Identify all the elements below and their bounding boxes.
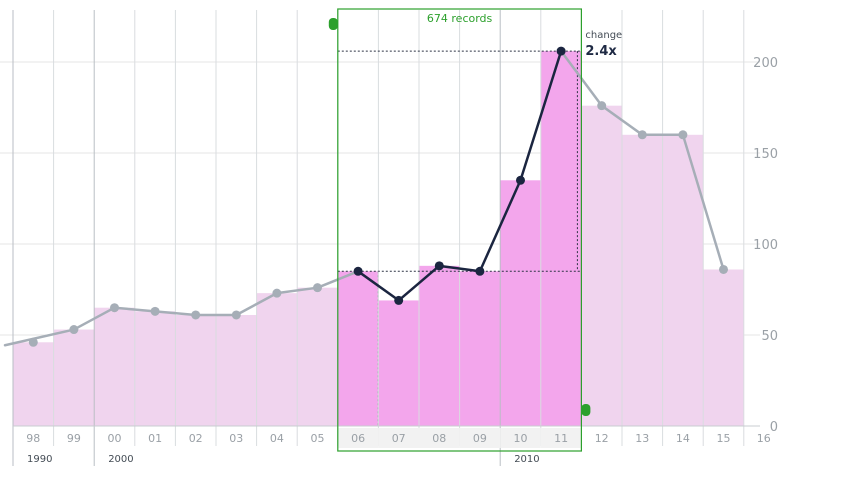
trend-segment: [275, 286, 319, 295]
decade-label: 2010: [514, 454, 539, 465]
bar: [622, 134, 663, 427]
x-tick-label: 03: [229, 432, 243, 445]
bar: [540, 51, 582, 427]
data-point: [678, 130, 688, 140]
trend-segment: [356, 270, 400, 302]
x-tick-cell: [337, 428, 379, 448]
bar: [703, 269, 744, 426]
trend-segment: [397, 264, 441, 302]
x-tick-label: 05: [311, 432, 325, 445]
bar: [419, 265, 460, 426]
x-tick-cell: [500, 428, 541, 448]
x-tick-label: 00: [108, 432, 122, 445]
x-tick-label: 15: [717, 432, 731, 445]
data-point: [353, 266, 363, 276]
data-point: [597, 101, 607, 111]
bar: [175, 314, 216, 426]
x-tick-label: 12: [595, 432, 609, 445]
data-point: [28, 337, 38, 347]
y-tick-label: 50: [761, 329, 778, 344]
data-point: [150, 306, 160, 316]
data-point: [272, 288, 282, 298]
data-point: [556, 46, 566, 56]
change-value: 2.4x: [585, 44, 617, 59]
bar: [94, 307, 135, 426]
bar: [581, 105, 622, 427]
trend-segment: [3, 328, 76, 347]
change-label: change: [585, 30, 622, 41]
x-tick-cell: [419, 428, 460, 448]
bar: [13, 342, 54, 426]
trend-line: [3, 46, 728, 347]
data-point: [516, 175, 525, 185]
trend-segment: [600, 104, 644, 137]
axes: 0 50 100 150 200 98 99 00 01 02 03 04 05 06 07 08 09 10 11…: [13, 56, 778, 465]
x-tick-label: 10: [514, 432, 528, 445]
bar: [134, 311, 176, 426]
data-point: [110, 303, 119, 313]
trend-segment: [478, 179, 522, 273]
selection-records-label: 674 records: [427, 12, 493, 25]
y-tick-label: 0: [770, 420, 778, 435]
change-reference-lines: [337, 50, 582, 426]
x-tick-label: 07: [392, 432, 406, 445]
y-tick-label: 150: [753, 147, 778, 162]
bar: [256, 293, 298, 426]
x-tick-label: 09: [473, 432, 487, 445]
decade-label: 1990: [27, 454, 52, 465]
decade-label: 2000: [108, 454, 133, 465]
x-tick-label: 16: [757, 432, 771, 445]
bar: [378, 300, 419, 426]
selection-handle-right[interactable]: [581, 404, 591, 416]
y-tick-label: 200: [753, 56, 778, 71]
x-tick-label: 02: [189, 432, 203, 445]
data-point: [231, 310, 241, 320]
x-tick-cell: [540, 428, 582, 448]
bar: [459, 271, 501, 426]
bars: [13, 51, 744, 427]
data-point: [69, 325, 79, 335]
selection-overlay[interactable]: 674 records change 2.4x: [328, 8, 622, 452]
data-point: [394, 295, 404, 305]
selection-handle-left[interactable]: [328, 18, 338, 30]
x-tick-label: 98: [26, 432, 40, 445]
selection-box[interactable]: [337, 8, 582, 452]
x-tick-label: 08: [432, 432, 446, 445]
bar: [297, 287, 338, 426]
trend-segment: [438, 264, 482, 273]
x-tick-label: 13: [635, 432, 649, 445]
x-tick-cell: [459, 428, 501, 448]
bar: [53, 329, 95, 426]
x-tick-label: 99: [67, 432, 81, 445]
x-tick-label: 01: [148, 432, 162, 445]
trend-segment: [235, 291, 279, 317]
data-point: [637, 130, 647, 140]
x-tick-cell: [378, 428, 419, 448]
x-tick-label: 04: [270, 432, 284, 445]
y-tick-label: 100: [753, 238, 778, 253]
bar: [216, 314, 257, 426]
bar: [337, 271, 379, 426]
trend-segment: [153, 310, 197, 317]
trend-segment: [113, 306, 157, 313]
x-tick-label: 11: [554, 432, 568, 445]
data-point: [475, 266, 485, 276]
data-point: [191, 310, 201, 320]
trend-segment: [519, 49, 563, 182]
x-tick-label: 06: [351, 432, 365, 445]
bar: [500, 180, 541, 426]
trend-segment: [681, 133, 725, 271]
trend-segment: [72, 306, 116, 331]
data-point: [313, 283, 322, 293]
data-point: [719, 264, 728, 274]
data-point: [434, 261, 444, 271]
x-tick-label: 14: [676, 432, 690, 445]
